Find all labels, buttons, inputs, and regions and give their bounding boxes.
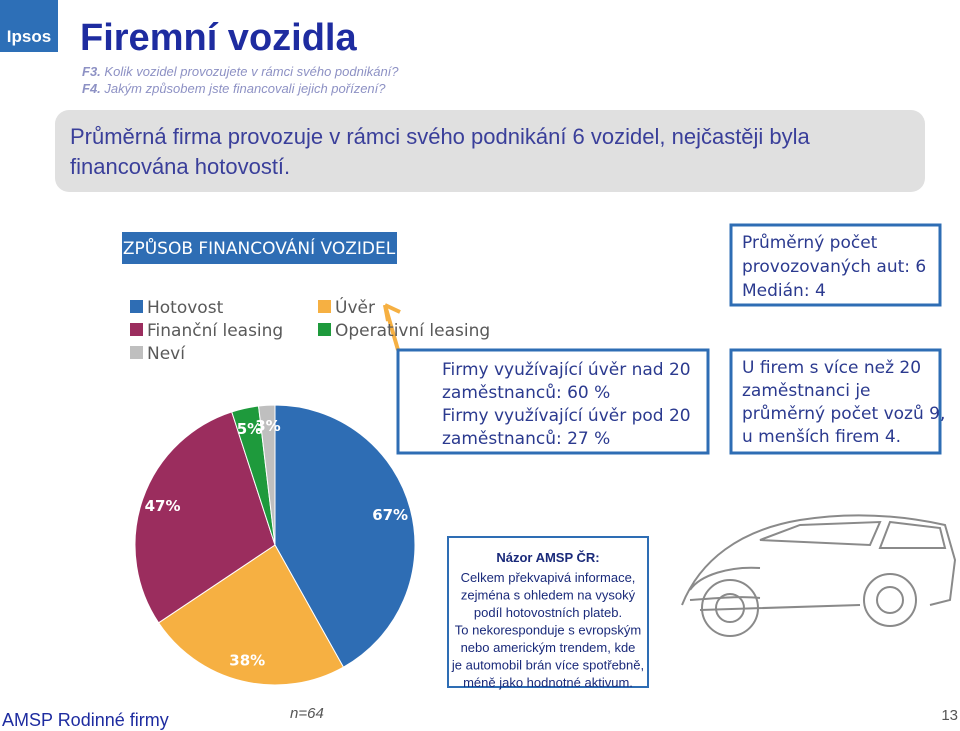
- question-code: F4.: [82, 81, 101, 96]
- data-label: 47%: [145, 497, 181, 515]
- legend-swatch: [318, 323, 331, 336]
- note-line: méně jako hodnotné aktivum.: [463, 675, 633, 690]
- legend-label: Finanční leasing: [147, 321, 283, 341]
- summary-line: Průměrná firma provozuje v rámci svého p…: [70, 124, 811, 149]
- sample-size: n=64: [290, 705, 324, 722]
- question-code: F3.: [82, 64, 101, 79]
- legend-swatch: [318, 300, 331, 313]
- data-label: 38%: [229, 652, 265, 670]
- data-label: 67%: [372, 506, 408, 524]
- page-number: 13: [941, 707, 958, 724]
- legend-label: Hotovost: [147, 298, 224, 318]
- chart-title-box: [122, 232, 397, 264]
- pie-chart: 67% Hotovost 38% Úvěr 47% Finanční leasing 5% O…: [130, 296, 490, 686]
- callout-box: [729, 223, 942, 307]
- summary-line: financována hotovostí.: [70, 154, 290, 179]
- callout-line: Medián: 4: [742, 281, 826, 301]
- note-lines: Celkem překvapivá informace, zejména s oh…: [451, 570, 644, 690]
- callout-line: u menších firem 4.: [742, 427, 901, 447]
- question: F3. Kolik vozidel provozujete v rámci sv…: [82, 64, 399, 79]
- note-line: nebo americkým trendem, kde: [461, 640, 636, 655]
- legend-swatch: [130, 300, 143, 313]
- summary-box: [55, 110, 925, 192]
- callout-line: zaměstnanců: 60 %: [442, 383, 610, 403]
- pie-slice: [134, 411, 276, 624]
- data-label: 5%: [237, 420, 262, 438]
- callout-line: U firem s více než 20: [742, 358, 921, 378]
- note-line: podíl hotovostních plateb.: [474, 605, 622, 620]
- note-title: Názor AMSP ČR:: [496, 550, 599, 565]
- callout-line: zaměstnanci je: [742, 381, 871, 401]
- logo: Ipsos: [7, 27, 51, 46]
- question-text: Jakým způsobem jste financovali jejich p…: [103, 81, 386, 96]
- callout-box: [396, 348, 710, 455]
- pie-slice: [157, 544, 345, 686]
- legend-label: Operativní leasing: [335, 321, 490, 341]
- callout-line: Průměrný počet: [742, 233, 878, 253]
- note-line: je automobil brán více spotřebně,: [451, 658, 644, 673]
- legend-label: Úvěr: [335, 296, 375, 318]
- note-box: [447, 536, 649, 688]
- callout-line: provozovaných aut: 6: [742, 257, 926, 277]
- pie-slice: [274, 404, 416, 668]
- note-line: zejména s ohledem na vysoký: [461, 588, 636, 603]
- data-label: 3%: [255, 417, 280, 435]
- footer-brand: AMSP Rodinné firmy: [2, 710, 169, 730]
- note-line: To nekoresponduje s evropským: [455, 623, 641, 638]
- legend-label: Neví: [147, 344, 186, 364]
- chart-title: ZPŮSOB FINANCOVÁNÍ VOZIDEL: [123, 237, 396, 259]
- callout-line: průměrný počet vozů 9,: [742, 404, 945, 424]
- callout-line: Firmy využívající úvěr nad 20: [442, 360, 691, 380]
- car-sketch: [681, 514, 957, 637]
- logo-box: [0, 0, 58, 52]
- question-text: Kolik vozidel provozujete v rámci svého …: [104, 64, 399, 79]
- question: F4. Jakým způsobem jste financovali jeji…: [82, 81, 386, 96]
- callout-box: [729, 348, 942, 455]
- legend-swatch: [130, 346, 143, 359]
- callout-line: zaměstnanců: 27 %: [442, 429, 610, 449]
- title: Firemní vozidla: [80, 17, 357, 59]
- callout-line: Firmy využívající úvěr pod 20: [442, 406, 691, 426]
- note-line: Celkem překvapivá informace,: [461, 570, 636, 585]
- legend-swatch: [130, 323, 143, 336]
- pie-slice: [257, 404, 276, 546]
- arrow-head: [383, 303, 401, 322]
